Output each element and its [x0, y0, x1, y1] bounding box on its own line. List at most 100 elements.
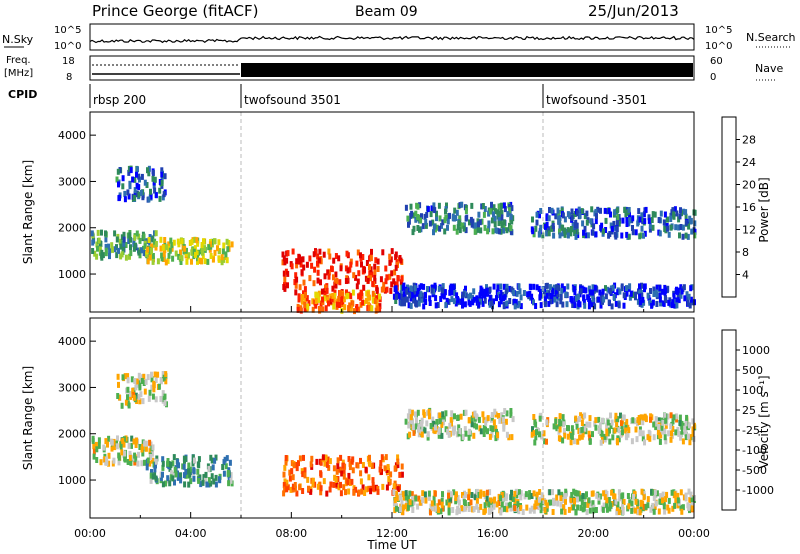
echo-cell	[297, 253, 301, 260]
echo-cell	[379, 276, 383, 283]
echo-cell	[574, 415, 578, 422]
echo-cell	[562, 493, 566, 500]
echo-cell	[614, 412, 618, 419]
echo-cell	[419, 420, 423, 427]
echo-cell	[170, 242, 174, 249]
echo-cell	[400, 500, 404, 507]
echo-cell	[440, 497, 444, 504]
echo-cell	[635, 436, 639, 443]
echo-cell	[113, 230, 117, 237]
echo-cell	[430, 205, 434, 212]
echo-cell	[604, 293, 608, 300]
echo-cell	[605, 430, 609, 437]
echo-cell	[164, 378, 168, 385]
echo-cell	[654, 500, 658, 507]
echo-cell	[281, 259, 285, 266]
echo-cell	[486, 228, 490, 235]
echo-cell	[543, 507, 547, 514]
echo-cell	[383, 465, 387, 472]
echo-cell	[394, 483, 398, 490]
echo-cell	[502, 295, 505, 302]
echo-cell	[308, 255, 312, 262]
echo-cell	[601, 288, 605, 295]
echo-cell	[414, 300, 418, 307]
echo-cell	[673, 206, 677, 213]
echo-cell	[492, 204, 496, 211]
echo-cell	[526, 291, 530, 298]
echo-cell	[137, 191, 141, 198]
echo-cell	[651, 502, 655, 509]
echo-cell	[467, 293, 471, 300]
echo-cell	[426, 431, 430, 438]
echo-cell	[203, 258, 207, 265]
echo-cell	[487, 508, 491, 515]
echo-cell	[436, 302, 440, 308]
echo-cell	[138, 444, 142, 450]
echo-cell	[159, 474, 163, 481]
echo-cell	[136, 460, 140, 467]
echo-cell	[489, 425, 493, 432]
echo-cell	[314, 302, 318, 309]
echo-cell	[207, 477, 211, 484]
echo-cell	[172, 454, 176, 461]
echo-cell	[482, 508, 486, 515]
echo-cell	[417, 300, 421, 307]
cpid-segment-label: rbsp 200	[93, 93, 146, 107]
echo-cell	[323, 460, 327, 467]
echo-cell	[421, 223, 425, 230]
echo-cell	[504, 502, 508, 509]
echo-cell	[118, 394, 121, 401]
echo-cell	[340, 291, 344, 298]
echo-cell	[583, 501, 587, 508]
echo-cell	[607, 299, 611, 306]
echo-cell	[485, 284, 488, 291]
echo-cell	[97, 442, 101, 449]
echo-cell	[448, 289, 452, 296]
echo-cell	[499, 298, 503, 305]
echo-cell	[541, 232, 545, 239]
echo-cell	[368, 294, 372, 301]
echo-cell	[137, 233, 141, 240]
echo-cell	[664, 422, 668, 429]
cpid-segment-label: twofsound -3501	[546, 93, 647, 107]
echo-cell	[146, 167, 149, 174]
echo-cell	[196, 461, 200, 468]
echo-cell	[530, 493, 534, 499]
echo-cell	[336, 463, 340, 469]
echo-cell	[649, 416, 652, 423]
echo-cell	[122, 236, 126, 243]
echo-cell	[527, 493, 531, 500]
date-label: 25/Jun/2013	[588, 2, 679, 20]
echo-cell	[570, 433, 574, 440]
echo-cell	[459, 413, 463, 420]
echo-cell	[174, 250, 178, 257]
echo-cell	[160, 180, 164, 186]
echo-cell	[298, 284, 302, 291]
echo-cell	[598, 289, 602, 296]
echo-cell	[640, 282, 644, 289]
echo-cell	[655, 490, 659, 497]
echo-cell	[643, 439, 646, 446]
echo-cell	[640, 212, 644, 219]
echo-cell	[121, 175, 125, 182]
echo-cell	[666, 285, 670, 292]
echo-cell	[116, 393, 120, 399]
echo-cell	[679, 431, 683, 438]
echo-cell	[593, 420, 597, 427]
echo-cell	[600, 291, 604, 298]
echo-cell	[221, 248, 225, 255]
echo-cell	[624, 422, 628, 428]
echo-cell	[154, 230, 158, 237]
echo-cell	[320, 288, 324, 295]
echo-cell	[154, 377, 158, 384]
echo-cell	[169, 237, 173, 244]
echo-cell	[352, 489, 356, 496]
echo-cell	[412, 288, 416, 295]
echo-cell	[556, 207, 560, 214]
echo-cell	[321, 306, 325, 313]
echo-cell	[691, 499, 694, 506]
echo-cell	[370, 271, 374, 278]
echo-cell	[482, 490, 486, 497]
echo-cell	[303, 302, 307, 309]
ytick-label: 1000	[58, 474, 86, 487]
